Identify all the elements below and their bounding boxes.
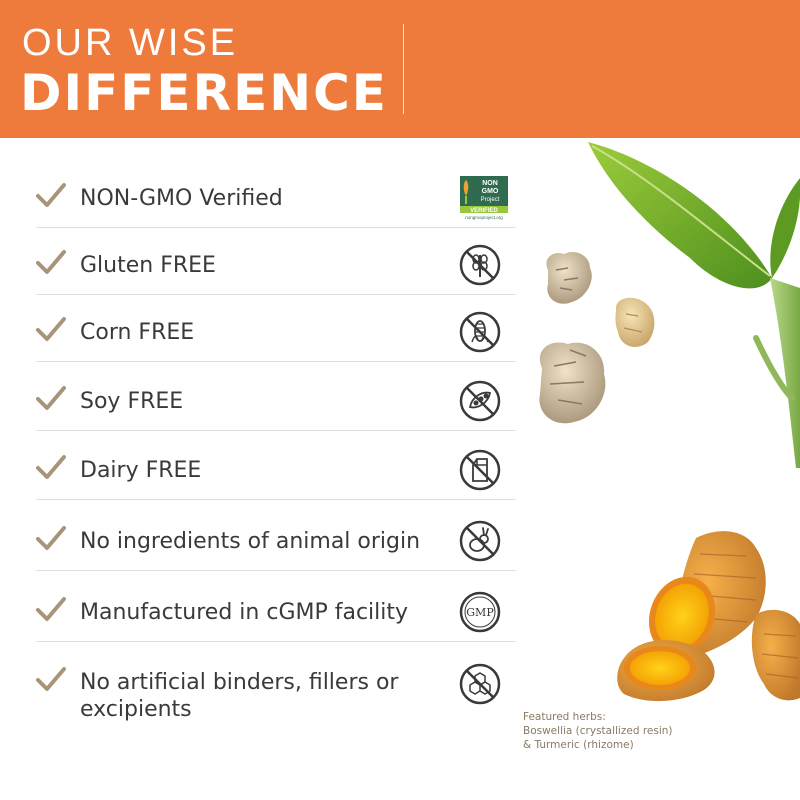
header-divider <box>403 24 404 114</box>
feature-label: Dairy FREE <box>80 458 202 483</box>
featured-herbs-caption: Featured herbs: Boswellia (crystallized … <box>523 710 723 752</box>
caption-line3: & Turmeric (rhizome) <box>523 739 634 751</box>
feature-label: Corn FREE <box>80 320 195 345</box>
boswellia-resin <box>615 297 655 347</box>
gmp-text: GMP <box>466 606 494 619</box>
corn-free-icon <box>459 311 501 353</box>
feature-label: Manufactured in cGMP facility <box>80 600 409 625</box>
badge-project: Project <box>481 197 500 203</box>
check-icon <box>36 386 66 410</box>
feature-label: No artificial binders, fillers or excipi… <box>80 670 399 722</box>
caption-line1: Featured herbs: <box>523 711 606 723</box>
caption-line2: Boswellia (crystallized resin) <box>523 725 673 737</box>
turmeric-stem <box>770 278 800 468</box>
turmeric-leaf-right <box>770 178 800 278</box>
check-icon <box>36 526 66 550</box>
check-icon <box>36 597 66 621</box>
feature-row-dairy: Dairy FREE <box>36 440 516 500</box>
feature-row-animal: No ingredients of animal origin <box>36 511 516 571</box>
dairy-free-icon <box>459 449 501 491</box>
turmeric-leaf <box>588 142 772 289</box>
feature-row-soy: Soy FREE <box>36 371 516 431</box>
check-icon <box>36 667 66 691</box>
check-icon <box>36 183 66 207</box>
check-icon <box>36 317 66 341</box>
feature-label: No ingredients of animal origin <box>80 529 421 554</box>
feature-label: NON-GMO Verified <box>80 186 283 211</box>
feature-row-gluten: Gluten FREE <box>36 235 516 295</box>
gmp-icon: GMP <box>459 591 501 633</box>
feature-row-cgmp: Manufactured in cGMP facility GMP <box>36 582 516 642</box>
badge-gmo: GMO <box>482 188 499 195</box>
featured-herbs-image <box>539 142 800 702</box>
header-title-line2: DIFFERENCE <box>20 64 388 122</box>
no-animal-icon <box>459 520 501 562</box>
header-banner: OUR WISE DIFFERENCE <box>0 0 800 138</box>
header-title-line1: OUR WISE <box>22 22 239 64</box>
feature-row-no-artificial: No artificial binders, fillers or excipi… <box>36 652 516 730</box>
check-icon <box>36 250 66 274</box>
feature-row-non-gmo: NON-GMO Verified NON GMO Project VERIFIE… <box>36 168 516 228</box>
no-chemicals-icon <box>459 663 501 705</box>
check-icon <box>36 455 66 479</box>
soy-free-icon <box>459 380 501 422</box>
badge-verified: VERIFIED <box>470 208 498 214</box>
feature-label: Gluten FREE <box>80 253 216 278</box>
feature-label: Soy FREE <box>80 389 184 414</box>
badge-url: nongmoproject.org <box>465 215 503 220</box>
non-gmo-verified-icon: NON GMO Project VERIFIED nongmoproject.o… <box>460 176 508 220</box>
boswellia-resin <box>546 251 592 304</box>
gluten-free-icon <box>459 244 501 286</box>
feature-row-corn: Corn FREE <box>36 302 516 362</box>
badge-non: NON <box>482 180 498 187</box>
